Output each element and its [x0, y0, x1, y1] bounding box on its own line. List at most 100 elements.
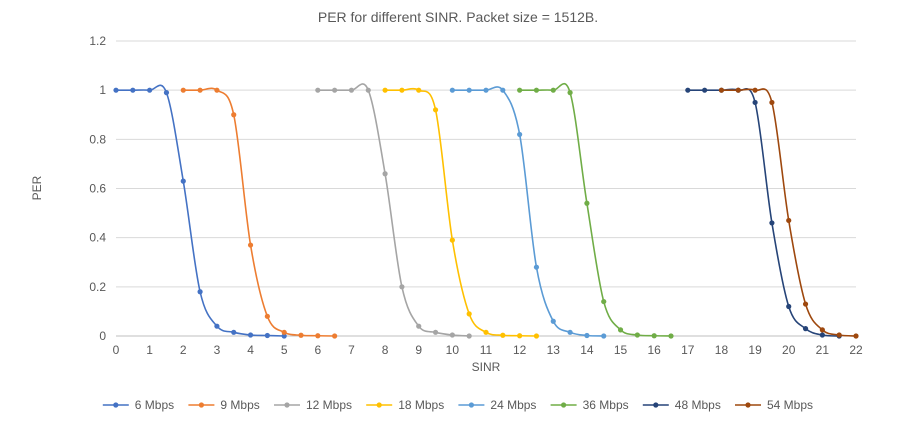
data-point [517, 87, 523, 93]
legend-item: 12 Mbps [274, 398, 352, 412]
legend-marker [198, 402, 204, 408]
data-point [685, 87, 691, 93]
data-point [315, 87, 321, 93]
data-point [584, 200, 590, 206]
legend-item: 9 Mbps [188, 398, 260, 412]
legend-label: 9 Mbps [220, 398, 259, 412]
series-line [451, 86, 605, 337]
data-point [718, 87, 725, 93]
data-point [449, 87, 455, 93]
data-point [769, 99, 775, 106]
data-point [180, 178, 186, 184]
data-point [332, 87, 338, 93]
data-point [517, 333, 523, 339]
y-tick-label: 1.2 [89, 34, 106, 48]
x-tick-label: 7 [348, 343, 355, 357]
legend-label: 54 Mbps [767, 398, 813, 412]
legend-marker [113, 402, 119, 408]
chart-title: PER for different SINR. Packet size = 15… [318, 9, 598, 25]
data-point [264, 332, 270, 339]
y-tick-label: 0.6 [89, 182, 106, 196]
x-tick-label: 4 [247, 343, 254, 357]
legend-label: 24 Mbps [490, 398, 536, 412]
data-point [550, 87, 556, 93]
legend-item: 36 Mbps [550, 398, 629, 412]
data-point [533, 264, 540, 270]
data-point [668, 333, 674, 339]
data-point [533, 333, 540, 339]
data-point [231, 112, 237, 118]
legend-marker [468, 402, 474, 408]
series-points [113, 87, 859, 339]
data-point [247, 242, 254, 248]
y-tick-label: 0.8 [89, 132, 106, 146]
data-point [584, 332, 590, 339]
data-point [819, 332, 825, 338]
data-point [264, 313, 270, 319]
legend-item: 6 Mbps [102, 398, 174, 412]
x-tick-label: 1 [146, 343, 153, 357]
x-tick-label: 13 [547, 343, 561, 357]
data-point [399, 87, 405, 93]
legend-label: 6 Mbps [135, 398, 174, 412]
x-tick-label: 17 [681, 343, 695, 357]
data-point [113, 87, 119, 93]
data-point [752, 87, 758, 93]
data-point [836, 332, 842, 338]
x-tick-label: 3 [214, 343, 221, 357]
legend-label: 18 Mbps [398, 398, 444, 412]
data-point [130, 87, 136, 93]
data-point [365, 87, 371, 93]
data-point [617, 327, 624, 333]
data-point [853, 333, 859, 339]
data-point [432, 107, 439, 113]
data-point [533, 87, 540, 93]
x-tick-label: 6 [314, 343, 321, 357]
y-tick-label: 0 [99, 329, 106, 343]
series-lines [115, 82, 857, 337]
data-point [180, 87, 186, 93]
legend-item: 24 Mbps [458, 398, 536, 412]
data-point [449, 332, 455, 338]
x-tick-label: 16 [648, 343, 662, 357]
legend: 6 Mbps 9 Mbps 12 Mbps 18 Mbps 24 Mbps 36 Mbps… [102, 398, 813, 412]
data-point [163, 90, 170, 96]
data-point [281, 329, 287, 335]
data-point [601, 298, 607, 305]
data-point [214, 323, 220, 329]
x-tick-label: 21 [816, 343, 830, 357]
data-point [735, 87, 741, 93]
data-point [802, 301, 809, 307]
data-point [298, 332, 304, 338]
data-point [281, 333, 287, 339]
data-point [231, 329, 237, 335]
series-line [317, 83, 470, 337]
x-tick-label: 18 [715, 343, 729, 357]
x-tick-label: 2 [180, 343, 187, 357]
series-line [720, 88, 857, 337]
data-point [416, 323, 422, 329]
data-point [399, 284, 405, 290]
axes: 00.20.40.60.811.20 1 2 3 4 5 6 7 8 9 10 11 12 13 14 15 1… [89, 34, 863, 357]
legend-label: 48 Mbps [675, 398, 721, 412]
y-tick-label: 0.4 [89, 231, 106, 245]
data-point [786, 217, 792, 224]
data-point [197, 87, 203, 93]
legend-label: 12 Mbps [306, 398, 352, 412]
data-point [449, 237, 455, 243]
data-point [500, 87, 506, 93]
x-tick-label: 15 [614, 343, 628, 357]
legend-marker [653, 402, 659, 408]
data-point [752, 99, 758, 106]
legend-item: 48 Mbps [642, 398, 721, 412]
y-axis-label: PER [30, 175, 44, 200]
legend-marker [284, 402, 290, 408]
data-point [382, 171, 388, 177]
x-tick-label: 5 [281, 343, 288, 357]
data-point [819, 327, 825, 333]
data-point [483, 87, 489, 93]
data-point [483, 329, 489, 335]
data-point [247, 332, 254, 338]
